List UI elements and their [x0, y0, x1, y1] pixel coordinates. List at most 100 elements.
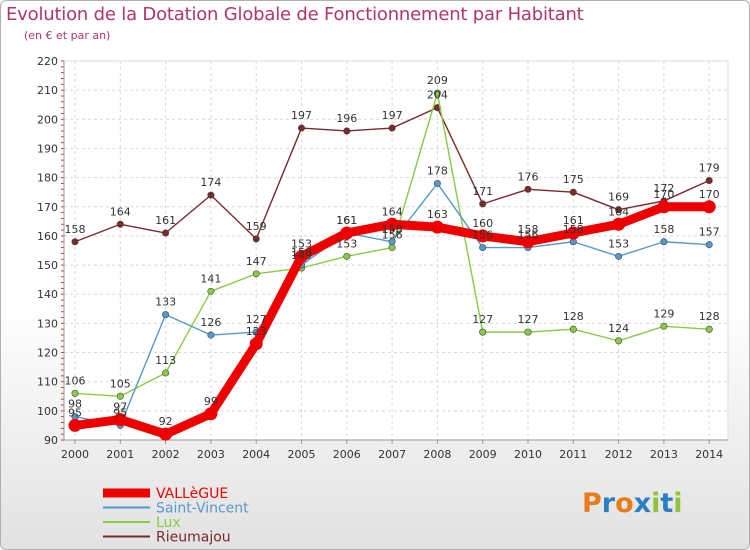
data-label-saint-vincent: 95 [113, 406, 127, 419]
logo-letter: x [633, 488, 652, 519]
data-point-vall-gue [113, 413, 127, 427]
data-point-vall-gue [702, 200, 716, 214]
legend-label: Saint-Vincent [156, 501, 249, 517]
data-label-lux: 147 [246, 255, 267, 268]
data-label-rieumajou: 158 [65, 223, 86, 236]
legend-label: VALLèGUE [156, 486, 228, 502]
data-point-rieumajou [343, 127, 351, 135]
data-label-saint-vincent: 178 [427, 164, 448, 177]
data-point-lux [660, 322, 668, 330]
logo-letter: r [601, 488, 616, 519]
data-label-vall-gue: 164 [382, 205, 403, 218]
data-point-rieumajou [207, 191, 215, 199]
data-point-rieumajou [71, 238, 79, 246]
logo-letter: P [582, 488, 602, 519]
data-label-rieumajou: 196 [336, 112, 357, 125]
data-point-rieumajou [479, 200, 487, 208]
data-label-lux: 105 [110, 377, 131, 390]
x-tick-label: 2000 [61, 448, 89, 461]
data-point-saint-vincent [162, 311, 170, 319]
data-label-rieumajou: 197 [382, 109, 403, 122]
data-point-lux [479, 328, 487, 336]
y-tick-label: 110 [37, 376, 58, 389]
data-point-rieumajou [705, 177, 713, 185]
y-tick-label: 220 [37, 55, 58, 68]
data-label-saint-vincent: 150 [291, 246, 312, 259]
data-point-vall-gue [566, 226, 580, 240]
data-label-rieumajou: 169 [608, 191, 629, 204]
data-point-rieumajou [297, 124, 305, 132]
data-point-lux [705, 325, 713, 333]
data-label-lux: 209 [427, 74, 448, 87]
logo-letter: t [660, 488, 674, 519]
data-point-saint-vincent [207, 331, 215, 339]
x-tick-label: 2006 [333, 448, 361, 461]
y-tick-label: 200 [37, 113, 58, 126]
data-label-saint-vincent: 158 [653, 223, 674, 236]
data-point-vall-gue [249, 337, 263, 351]
data-label-rieumajou: 179 [699, 162, 720, 175]
data-point-vall-gue [476, 229, 490, 243]
data-point-vall-gue [657, 200, 671, 214]
data-point-saint-vincent [705, 241, 713, 249]
legend-label: Lux [156, 515, 181, 531]
data-point-rieumajou [252, 235, 260, 243]
data-label-saint-vincent: 161 [336, 214, 357, 227]
data-label-rieumajou: 172 [653, 182, 674, 195]
data-label-vall-gue: 170 [699, 188, 720, 201]
data-point-lux [252, 270, 260, 278]
data-point-vall-gue [430, 220, 444, 234]
x-tick-label: 2014 [695, 448, 723, 461]
data-label-rieumajou: 197 [291, 109, 312, 122]
x-tick-label: 2007 [378, 448, 406, 461]
data-label-vall-gue: 92 [159, 415, 173, 428]
data-point-lux [388, 244, 396, 252]
data-label-vall-gue: 170 [653, 188, 674, 201]
data-label-vall-gue: 161 [336, 214, 357, 227]
data-point-rieumajou [615, 206, 623, 214]
data-point-vall-gue [204, 407, 218, 421]
data-point-rieumajou [388, 124, 396, 132]
data-point-vall-gue [340, 226, 354, 240]
data-label-lux: 127 [518, 313, 539, 326]
data-label-rieumajou: 159 [246, 220, 267, 233]
data-label-vall-gue: 161 [563, 214, 584, 227]
data-label-lux: 128 [563, 310, 584, 323]
y-tick-label: 120 [37, 347, 58, 360]
data-label-rieumajou: 161 [155, 214, 176, 227]
y-tick-label: 180 [37, 172, 58, 185]
data-point-rieumajou [116, 220, 124, 228]
x-tick-label: 2009 [469, 448, 497, 461]
logo-letter: i [651, 488, 661, 519]
proxiti-logo: Proxiti [582, 488, 683, 519]
data-label-lux: 153 [336, 237, 357, 250]
data-label-vall-gue: 99 [204, 395, 218, 408]
data-label-saint-vincent: 158 [382, 223, 403, 236]
y-tick-label: 140 [37, 288, 58, 301]
data-label-lux: 113 [155, 354, 176, 367]
x-tick-label: 2010 [514, 448, 542, 461]
data-point-lux [71, 389, 79, 397]
plot-area [63, 60, 729, 441]
data-point-lux [162, 369, 170, 377]
data-label-vall-gue: 95 [68, 406, 82, 419]
data-label-rieumajou: 174 [200, 176, 221, 189]
data-label-saint-vincent: 156 [472, 229, 493, 242]
data-label-saint-vincent: 157 [699, 226, 720, 239]
data-label-saint-vincent: 127 [246, 313, 267, 326]
data-point-rieumajou [162, 229, 170, 237]
data-point-lux [569, 325, 577, 333]
data-label-rieumajou: 204 [427, 89, 448, 102]
data-point-vall-gue [68, 418, 82, 432]
x-tick-label: 2013 [650, 448, 678, 461]
data-label-vall-gue: 158 [518, 223, 539, 236]
data-point-vall-gue [385, 217, 399, 231]
data-label-vall-gue: 164 [608, 205, 629, 218]
x-tick-label: 2001 [106, 448, 134, 461]
x-tick-label: 2011 [559, 448, 587, 461]
data-point-saint-vincent [660, 238, 668, 246]
x-tick-label: 2005 [288, 448, 316, 461]
data-label-lux: 156 [382, 229, 403, 242]
y-tick-label: 150 [37, 259, 58, 272]
x-tick-label: 2002 [152, 448, 180, 461]
